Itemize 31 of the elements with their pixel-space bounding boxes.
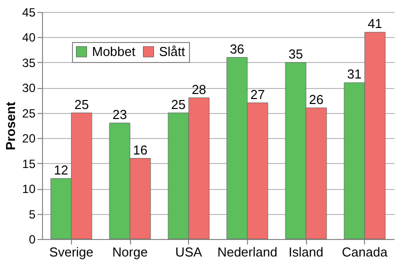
x-tick-label: Island (288, 244, 324, 260)
data-label: 23 (112, 106, 127, 122)
data-label: 31 (347, 66, 362, 82)
legend-label: Mobbet (92, 44, 136, 59)
data-label: 36 (230, 41, 244, 56)
data-label: 26 (309, 92, 324, 107)
data-label: 28 (192, 82, 206, 97)
y-tick-label: 5 (28, 207, 36, 222)
legend-label: Slått (159, 44, 186, 59)
y-tick-label: 40 (22, 30, 36, 45)
data-label: 25 (74, 96, 89, 112)
x-tick-label: Canada (342, 244, 388, 260)
x-tick-label: Sverige (49, 244, 94, 260)
y-tick-label: 20 (22, 132, 36, 146)
data-label: 16 (133, 142, 148, 158)
y-axis-title: Prosent (3, 101, 18, 150)
y-tick-label: 10 (22, 182, 36, 196)
y-tick-label: 45 (22, 6, 36, 20)
x-tick-label: USA (175, 244, 202, 260)
data-label: 12 (54, 162, 68, 178)
x-tick-label: Nederland (217, 244, 278, 260)
y-tick-label: 30 (22, 81, 36, 96)
y-tick-label: 0 (28, 232, 36, 246)
x-tick-label: Norge (112, 244, 148, 260)
data-label: 41 (368, 16, 382, 32)
y-tick-label: 35 (22, 56, 36, 70)
data-label: 35 (288, 46, 303, 62)
data-label: 27 (250, 86, 265, 102)
y-tick-label: 25 (22, 106, 36, 120)
y-tick-label: 15 (22, 156, 36, 171)
data-label: 25 (171, 96, 186, 112)
